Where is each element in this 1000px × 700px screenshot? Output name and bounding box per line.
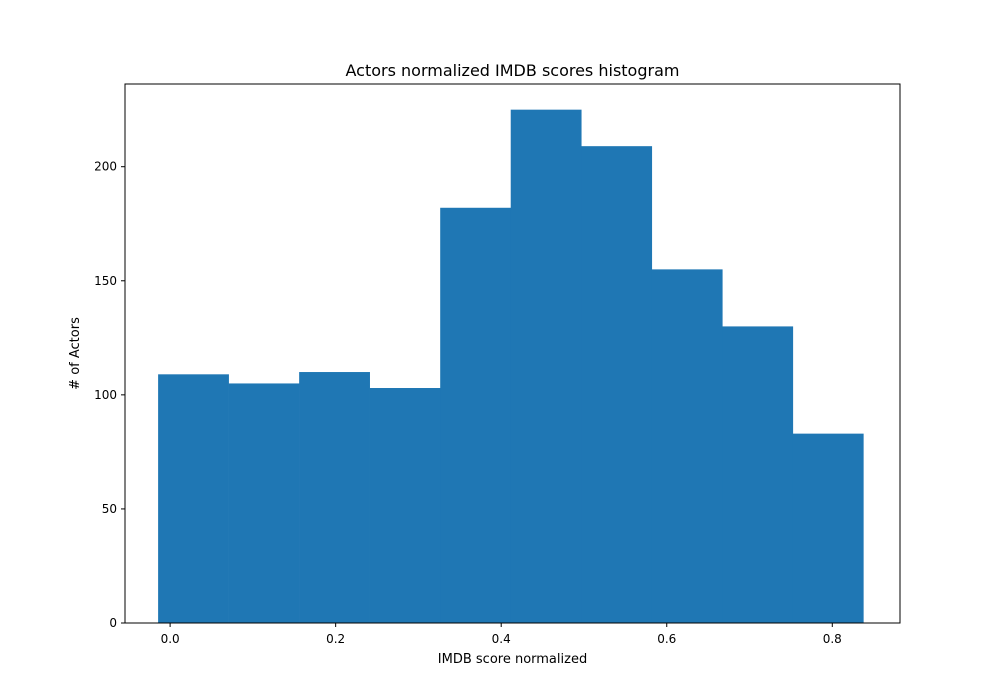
histogram-bar xyxy=(158,374,229,623)
histogram-bar xyxy=(440,207,512,623)
histogram-bar xyxy=(299,372,370,623)
histogram-bar xyxy=(228,383,300,623)
x-tick-label: 0.8 xyxy=(823,632,842,646)
x-tick-label: 0.0 xyxy=(161,632,180,646)
y-tick-label: 50 xyxy=(102,502,117,516)
histogram-bar xyxy=(581,146,653,624)
histogram-bar xyxy=(722,326,794,623)
x-tick-label: 0.6 xyxy=(657,632,676,646)
histogram-bar xyxy=(510,109,582,623)
y-axis-ticks: 0 50 100 150 200 xyxy=(94,160,125,630)
histogram-bar xyxy=(369,388,441,623)
plot-frame xyxy=(124,83,901,624)
y-tick-label: 150 xyxy=(94,274,117,288)
x-tick-label: 0.2 xyxy=(326,632,345,646)
x-axis-ticks: 0.0 0.2 0.4 0.6 0.8 xyxy=(161,623,842,646)
histogram-bar xyxy=(651,269,723,623)
y-axis-label: # of Actors xyxy=(68,317,83,390)
x-tick-label: 0.4 xyxy=(492,632,511,646)
y-tick-label: 100 xyxy=(94,388,117,402)
bars-group xyxy=(158,109,864,624)
y-tick-label: 200 xyxy=(94,160,117,174)
y-tick-label: 0 xyxy=(109,616,117,630)
x-axis-label: IMDB score normalized xyxy=(438,652,587,667)
chart-title: Actors normalized IMDB scores histogram xyxy=(346,61,680,80)
histogram-bar xyxy=(792,433,864,623)
